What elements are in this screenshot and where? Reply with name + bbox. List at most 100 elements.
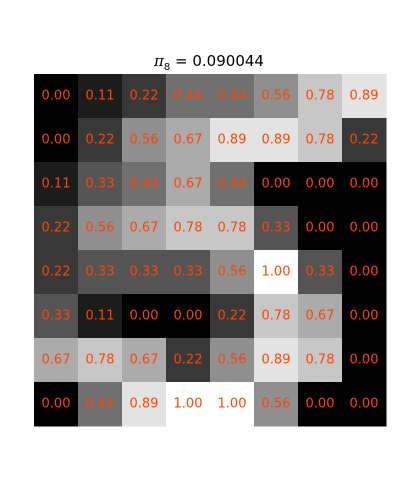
heatmap-cell-r7-c2 [122,382,167,427]
heatmap-value-label-r7-c3: 1.00 [174,397,203,412]
heatmap-value-label-r0-c3: 0.44 [174,89,203,104]
heatmap-cell-r3-c7 [342,206,387,251]
heatmap-cell-r4-c0 [34,250,79,295]
heatmap-cell-r0-c6 [298,74,343,119]
heatmap-cell-r0-c1 [78,74,123,119]
heatmap-value-label-r6-c2: 0.67 [130,353,159,368]
heatmap-cell-r2-c4 [210,162,255,207]
heatmap-cells [34,74,387,427]
heatmap-cell-r5-c0 [34,294,79,339]
heatmap-cell-r5-c6 [298,294,343,339]
heatmap-value-label-r2-c0: 0.11 [42,177,71,192]
heatmap-value-label-r6-c3: 0.22 [174,353,203,368]
heatmap-value-label-r5-c2: 0.00 [130,309,159,324]
heatmap-labels: 0.00 0.11 0.22 0.44 0.44 0.56 0.78 0.89 0.00 0.22… [42,89,379,412]
heatmap-cell-r2-c3 [166,162,211,207]
heatmap-cell-r2-c6 [298,162,343,207]
heatmap-cell-r4-c7 [342,250,387,295]
heatmap-value-label-r4-c2: 0.33 [130,265,159,280]
title-symbol: π [153,52,165,70]
heatmap-value-label-r4-c0: 0.22 [42,265,71,280]
heatmap-cell-r4-c2 [122,250,167,295]
heatmap-value-label-r4-c6: 0.33 [306,265,335,280]
heatmap-value-label-r5-c4: 0.22 [218,309,247,324]
heatmap-cell-r3-c5 [254,206,299,251]
heatmap-value-label-r0-c7: 0.89 [350,89,379,104]
heatmap-cell-r5-c2 [122,294,167,339]
heatmap-value-label-r6-c5: 0.89 [262,353,291,368]
heatmap-value-label-r6-c1: 0.78 [86,353,115,368]
heatmap-cell-r0-c5 [254,74,299,119]
heatmap-cell-r2-c7 [342,162,387,207]
heatmap-cell-r6-c7 [342,338,387,383]
heatmap-cell-r0-c7 [342,74,387,119]
heatmap-value-label-r2-c1: 0.33 [86,177,115,192]
heatmap-cell-r0-c0 [34,74,79,119]
heatmap-cell-r6-c3 [166,338,211,383]
heatmap-value-label-r4-c3: 0.33 [174,265,203,280]
heatmap-value-label-r4-c1: 0.33 [86,265,115,280]
heatmap-cell-r7-c3 [166,382,211,427]
heatmap-value-label-r3-c4: 0.78 [218,221,247,236]
heatmap-cell-r6-c4 [210,338,255,383]
heatmap-value-label-r1-c4: 0.89 [218,133,247,148]
heatmap-cell-r7-c6 [298,382,343,427]
heatmap-cell-r1-c0 [34,118,79,163]
heatmap-value-label-r1-c2: 0.56 [130,133,159,148]
heatmap-cell-r1-c3 [166,118,211,163]
heatmap-value-label-r6-c0: 0.67 [42,353,71,368]
heatmap-value-label-r2-c2: 0.44 [130,177,159,192]
heatmap-value-label-r0-c1: 0.11 [86,89,115,104]
heatmap-cell-r1-c6 [298,118,343,163]
heatmap-value-label-r3-c0: 0.22 [42,221,71,236]
heatmap-value-label-r1-c6: 0.78 [306,133,335,148]
heatmap-value-label-r3-c3: 0.78 [174,221,203,236]
heatmap-value-label-r2-c3: 0.67 [174,177,203,192]
heatmap-cell-r3-c4 [210,206,255,251]
heatmap-value-label-r7-c6: 0.00 [306,397,335,412]
heatmap-value-label-r7-c7: 0.00 [350,397,379,412]
heatmap-cell-r7-c5 [254,382,299,427]
heatmap-cell-r2-c5 [254,162,299,207]
heatmap-cell-r1-c1 [78,118,123,163]
heatmap-value-label-r0-c5: 0.56 [262,89,291,104]
heatmap-value-label-r2-c4: 0.44 [218,177,247,192]
title-subscript: 8 [164,62,170,73]
heatmap-cell-r3-c6 [298,206,343,251]
heatmap-cell-r6-c0 [34,338,79,383]
heatmap-cell-r3-c2 [122,206,167,251]
heatmap-cell-r6-c1 [78,338,123,383]
title-equals: = [170,52,192,70]
heatmap-cell-r4-c1 [78,250,123,295]
heatmap-value-label-r6-c4: 0.56 [218,353,247,368]
heatmap-value-label-r1-c1: 0.22 [86,133,115,148]
heatmap-value-label-r7-c0: 0.00 [42,397,71,412]
heatmap-value-label-r2-c7: 0.00 [350,177,379,192]
heatmap-cell-r3-c1 [78,206,123,251]
heatmap-cell-r1-c4 [210,118,255,163]
heatmap-value-label-r5-c1: 0.11 [86,309,115,324]
heatmap-value-label-r0-c6: 0.78 [306,89,335,104]
heatmap-cell-r7-c4 [210,382,255,427]
heatmap-cell-r1-c7 [342,118,387,163]
heatmap-value-label-r3-c2: 0.67 [130,221,159,236]
heatmap-value-label-r0-c2: 0.22 [130,89,159,104]
heatmap-value-label-r6-c6: 0.78 [306,353,335,368]
heatmap-cell-r1-c5 [254,118,299,163]
heatmap-cell-r4-c6 [298,250,343,295]
heatmap-value-label-r3-c6: 0.00 [306,221,335,236]
heatmap-value-label-r2-c6: 0.00 [306,177,335,192]
heatmap-cell-r2-c0 [34,162,79,207]
heatmap-value-label-r5-c7: 0.00 [350,309,379,324]
heatmap-value-label-r5-c3: 0.00 [174,309,203,324]
heatmap-value-label-r1-c7: 0.22 [350,133,379,148]
heatmap-value-label-r4-c4: 0.56 [218,265,247,280]
heatmap-cell-r5-c7 [342,294,387,339]
heatmap-value-label-r7-c1: 0.44 [86,397,115,412]
heatmap-cell-r5-c4 [210,294,255,339]
heatmap-value-label-r3-c7: 0.00 [350,221,379,236]
heatmap-cell-r0-c2 [122,74,167,119]
heatmap-cell-r4-c3 [166,250,211,295]
heatmap-cell-r0-c4 [210,74,255,119]
